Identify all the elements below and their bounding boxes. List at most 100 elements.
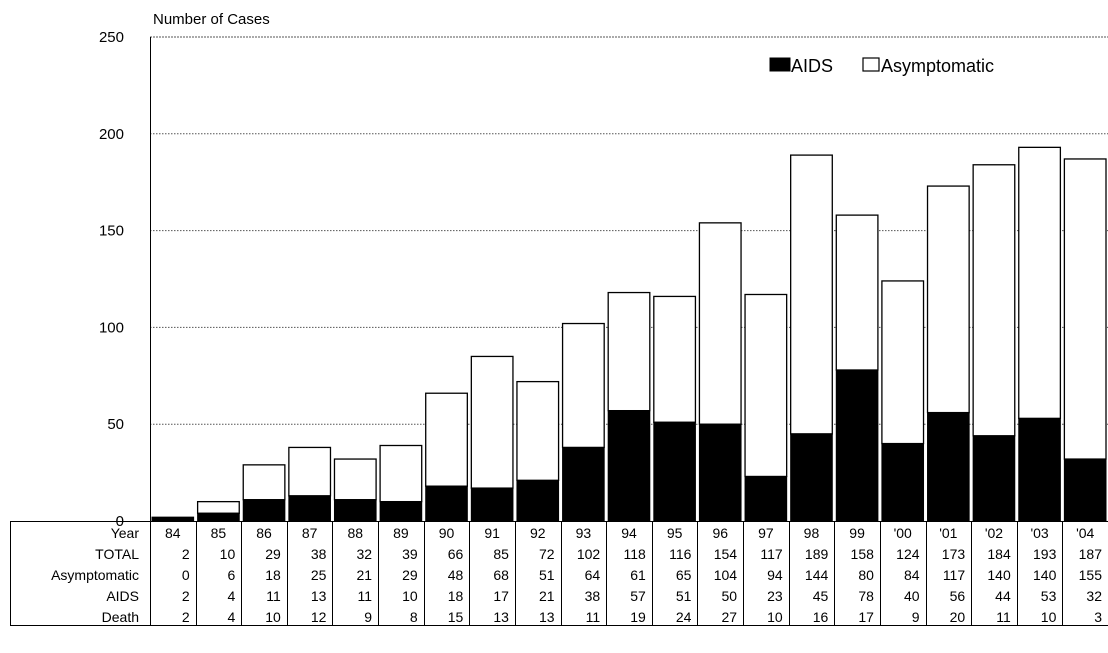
table-cell: 117	[943, 567, 966, 583]
table-cell: 78	[858, 588, 874, 604]
y-tick-label: 150	[99, 223, 124, 240]
bar-aids	[516, 479, 560, 522]
table-cell: 17	[493, 588, 509, 604]
bar-aids	[470, 487, 514, 522]
table-cell: 18	[448, 588, 464, 604]
table-cell: 19	[630, 609, 646, 625]
bar-asymptomatic	[1018, 146, 1062, 420]
table-cell: 38	[311, 546, 327, 562]
table-cell: 68	[493, 567, 509, 583]
table-cell: 10	[767, 609, 783, 625]
table-cell: 64	[585, 567, 601, 583]
table-cell: 144	[805, 567, 829, 583]
table-cell: 187	[1079, 546, 1103, 562]
table-row-label: Asymptomatic	[51, 567, 139, 583]
table-cell: 2	[182, 609, 190, 625]
bar-asymptomatic	[516, 380, 560, 481]
bar-asymptomatic	[607, 291, 651, 412]
bar-asymptomatic	[653, 295, 697, 423]
bar-asymptomatic	[561, 322, 605, 449]
table-cell: 184	[987, 546, 1011, 562]
table-year-cell: 93	[576, 525, 592, 541]
table-cell: 193	[1033, 546, 1057, 562]
bar-asymptomatic	[698, 222, 742, 425]
table-cell: 94	[767, 567, 783, 583]
bar-asymptomatic	[835, 214, 879, 371]
table-cell: 10	[220, 546, 236, 562]
table-cell: 9	[364, 609, 372, 625]
table-year-cell: 86	[256, 525, 272, 541]
bar-aids	[197, 512, 240, 522]
table-cell: 189	[805, 546, 829, 562]
table-year-cell: 92	[530, 525, 546, 541]
table-cell: 4	[227, 588, 235, 604]
bar-asymptomatic	[425, 392, 468, 487]
bar-asymptomatic	[926, 185, 970, 414]
table-cell: 53	[1041, 588, 1057, 604]
table-cell: 0	[182, 567, 190, 583]
y-tick-label: 250	[99, 29, 124, 46]
table-year-cell: 89	[393, 525, 409, 541]
table-cell: 51	[539, 567, 555, 583]
data-table: Year 84 85 86 87 88 89 90 91 92 93 94 95 96 97 98 99'00 '…	[10, 521, 1108, 626]
table-cell: 2	[182, 546, 190, 562]
table-year-cell: 88	[347, 525, 363, 541]
table-cell: 39	[402, 546, 418, 562]
table-year-cell: 94	[621, 525, 637, 541]
bar-aids	[1018, 417, 1061, 522]
table-cell: 158	[851, 546, 875, 562]
table-cell: 9	[912, 609, 920, 625]
table-year-cell: 90	[439, 525, 455, 541]
bar-aids	[790, 433, 833, 522]
table-cell: 24	[676, 609, 692, 625]
bar-asymptomatic	[242, 464, 286, 501]
table-cell: 85	[493, 546, 509, 562]
table-cell: 29	[265, 546, 281, 562]
bar-aids	[1063, 458, 1107, 522]
table-cell: 11	[586, 609, 601, 625]
legend: AIDS Asymptomatic	[769, 56, 994, 76]
table-cell: 11	[266, 588, 281, 604]
table-cell: 10	[265, 609, 281, 625]
table-year-cell: '02	[985, 525, 1003, 541]
bar-asymptomatic	[333, 458, 377, 501]
bar-asymptomatic	[881, 280, 925, 445]
bars	[151, 146, 1107, 522]
table-cell: 61	[630, 567, 646, 583]
table-cell: 38	[585, 588, 601, 604]
table-cell: 13	[311, 588, 327, 604]
table-cell: 32	[357, 546, 373, 562]
table-cell: 117	[760, 546, 783, 562]
table-cell: 84	[904, 567, 920, 583]
bar-aids	[242, 499, 286, 522]
table-cell: 4	[227, 609, 235, 625]
table-cell: 2	[182, 588, 190, 604]
table-year-cell: 97	[758, 525, 774, 541]
bar-asymptomatic	[288, 446, 332, 497]
bar-asymptomatic	[1063, 158, 1107, 460]
bar-asymptomatic	[744, 293, 788, 478]
table-cell: 65	[676, 567, 692, 583]
bar-asymptomatic	[196, 500, 240, 514]
table-year-cell: '03	[1030, 525, 1048, 541]
table-cell: 104	[714, 567, 738, 583]
bar-aids	[288, 495, 331, 522]
table-year-cell: 84	[165, 525, 181, 541]
table-year-cell: 85	[211, 525, 227, 541]
legend-label-asymptomatic: Asymptomatic	[881, 56, 994, 76]
legend-swatch-aids	[769, 57, 791, 72]
bar-aids	[425, 485, 468, 522]
table-cell: 80	[858, 567, 874, 583]
table-cell: 21	[357, 567, 373, 583]
table-cell: 155	[1079, 567, 1103, 583]
table-cell: 44	[995, 588, 1011, 604]
table-cell: 66	[448, 546, 464, 562]
bar-aids	[562, 446, 605, 522]
table-row-label: AIDS	[106, 588, 139, 604]
y-axis-title: Number of Cases	[153, 11, 270, 28]
table-cell: 8	[410, 609, 418, 625]
table-year-cell: 91	[484, 525, 500, 541]
table-cell: 72	[539, 546, 555, 562]
table-cell: 57	[630, 588, 646, 604]
